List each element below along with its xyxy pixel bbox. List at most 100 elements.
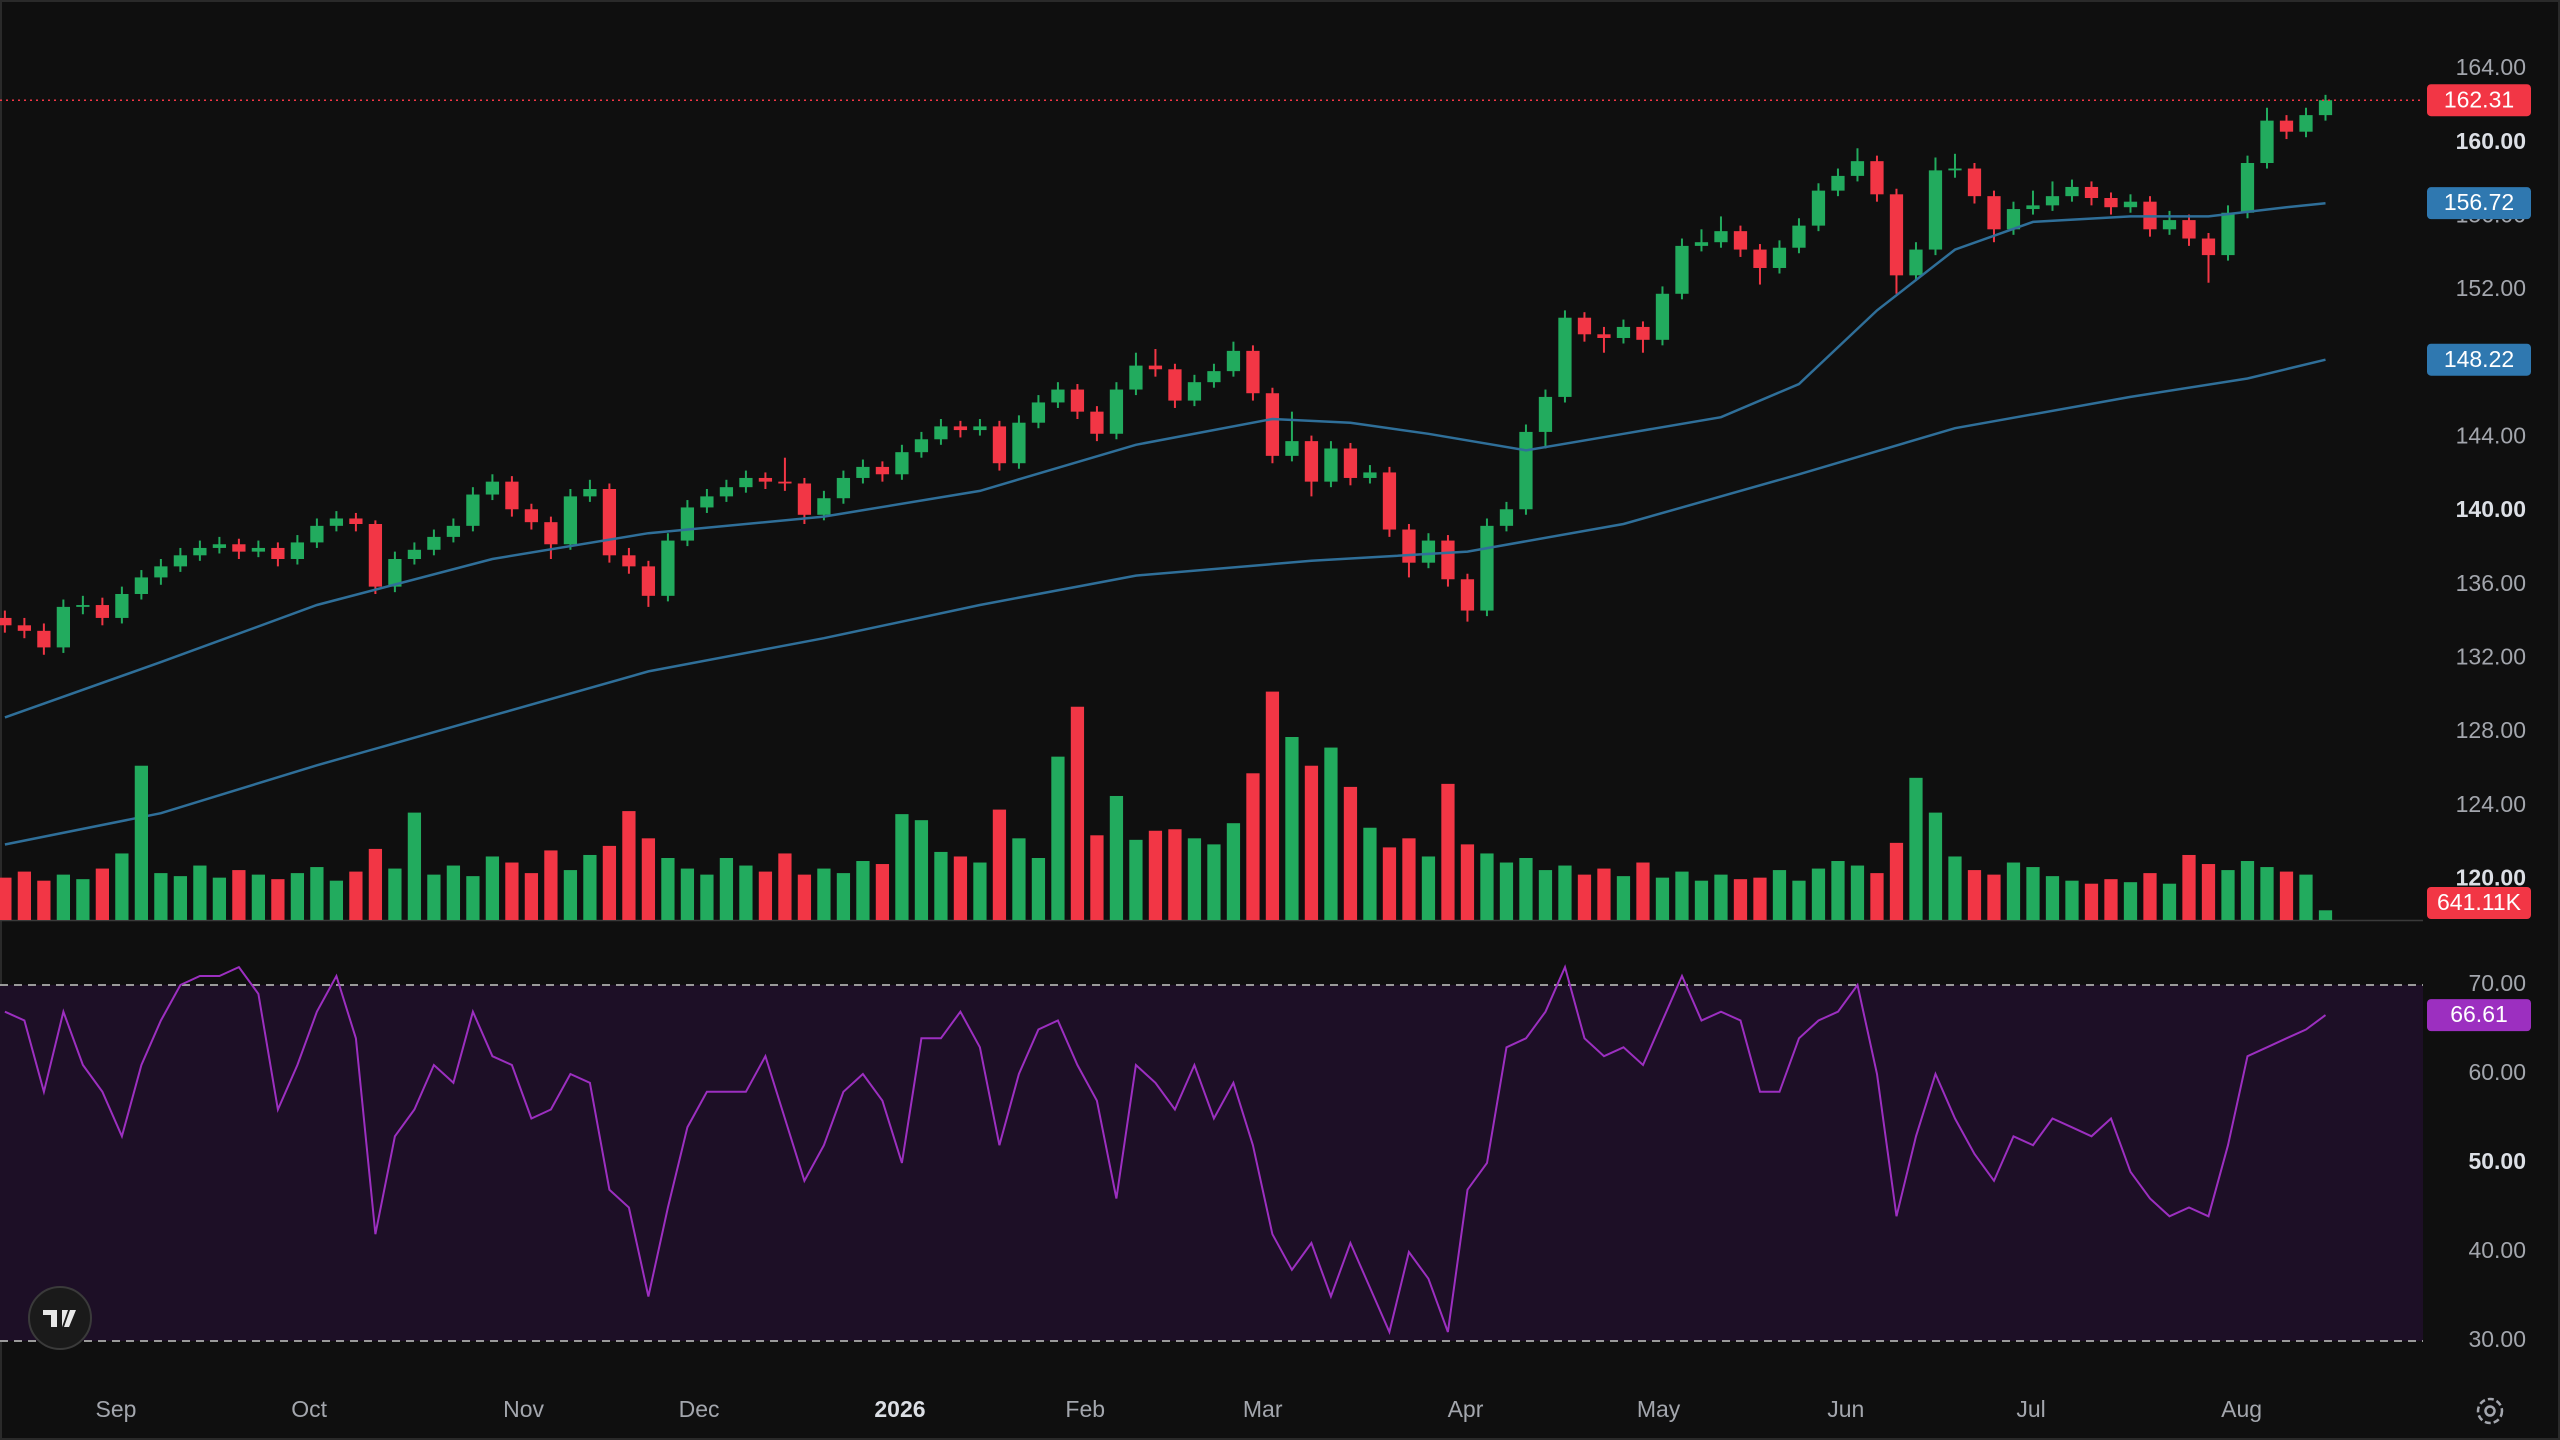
candle-body (154, 566, 168, 578)
volume-bar (1480, 853, 1494, 920)
volume-bar (2026, 867, 2040, 920)
y-tick-label: 136.00 (2456, 570, 2526, 596)
volume-bar (1694, 880, 1709, 920)
volume-bar (778, 853, 792, 920)
candle-body (271, 547, 285, 559)
volume-bar (1090, 835, 1104, 920)
volume-bar (1051, 756, 1065, 920)
volume-bar (992, 809, 1007, 920)
volume-bar (895, 814, 909, 920)
candle-body (0, 617, 12, 626)
settings-outer (2476, 1397, 2504, 1425)
y-tick-label: 128.00 (2456, 717, 2526, 743)
volume-bar (1519, 857, 1533, 920)
settings-inner (2484, 1405, 2496, 1417)
y-tick-label: 70.00 (2468, 970, 2526, 996)
candle-body (1207, 371, 1221, 383)
candle-body (407, 549, 422, 559)
volume-bar (875, 864, 890, 920)
volume-bar (934, 851, 948, 920)
volume-bar (524, 873, 539, 920)
volume-bar (1811, 868, 1826, 920)
volume-bar (368, 848, 383, 920)
volume-bar (95, 868, 110, 920)
candle-body (1265, 393, 1280, 456)
y-tick-label: 160.00 (2456, 128, 2526, 154)
candle-body (661, 540, 675, 596)
volume-bar (1558, 865, 1572, 920)
volume-badge (2427, 887, 2531, 919)
volume-bar (1850, 865, 1865, 920)
candle-body (875, 466, 890, 475)
candle-body (95, 605, 110, 618)
candle-body (505, 481, 519, 510)
candle-body (1675, 245, 1689, 294)
volume-bar (1363, 827, 1377, 920)
volume-bar (17, 871, 32, 920)
volume-bar (1714, 874, 1728, 920)
volume-bar (388, 868, 402, 920)
candle-body (1694, 242, 1709, 246)
x-tick-label: Feb (1065, 1396, 1105, 1422)
volume-bar (1148, 830, 1163, 920)
candle-body (115, 593, 129, 618)
volume-bar (1285, 736, 1299, 920)
candle-body (2260, 120, 2274, 164)
candle-body (446, 525, 461, 537)
candle-body (1070, 389, 1085, 412)
candle-body (1402, 529, 1416, 563)
candle-body (1363, 472, 1377, 478)
candle-body (973, 426, 987, 431)
volume-bar (817, 868, 831, 920)
volume-bar (37, 880, 51, 920)
settings-icon[interactable] (2476, 1397, 2504, 1425)
candle-body (1889, 194, 1904, 276)
volume-bar (739, 865, 753, 920)
volume-bar (1928, 812, 1943, 920)
volume-bar (1538, 870, 1553, 920)
volume-bar (1792, 880, 1806, 920)
candle-body (1168, 369, 1182, 401)
volume-bar (1772, 870, 1787, 920)
candle-body (2299, 115, 2313, 132)
candle-body (1382, 472, 1397, 530)
candle-body (1772, 247, 1787, 268)
candle-body (1187, 382, 1202, 401)
volume-bar (2299, 874, 2313, 920)
candle-body (1421, 540, 1436, 563)
volume-bar (563, 870, 578, 920)
rsi-badge-text: 66.61 (2450, 1001, 2508, 1027)
candle-body (1987, 196, 2001, 230)
volume-bar (1265, 691, 1280, 920)
volume-bar (212, 877, 227, 920)
candle-body (2123, 201, 2138, 208)
volume-bar (1987, 874, 2001, 920)
volume-bar (544, 850, 558, 920)
candle-body (778, 481, 792, 484)
volume-bar (2318, 910, 2333, 920)
candle-body (212, 544, 227, 548)
candle-body (1460, 579, 1475, 611)
candle-body (1655, 293, 1670, 340)
x-tick-label: Apr (1448, 1396, 1484, 1422)
candle-body (856, 466, 870, 478)
volume-bar (407, 812, 422, 920)
volume-bar (661, 857, 675, 920)
candle-body (2065, 186, 2079, 197)
x-tick-label: Jun (1827, 1396, 1864, 1422)
volume-bar (1343, 786, 1358, 920)
volume-bar (1460, 844, 1475, 920)
volume-bar (1499, 862, 1514, 920)
volume-bar (1304, 765, 1319, 920)
candle-body (1714, 231, 1728, 243)
candle-body (1909, 249, 1923, 276)
volume-bar (700, 874, 714, 920)
candle-body (1753, 249, 1767, 268)
volume-bar (193, 865, 207, 920)
x-tick-label: Jul (2016, 1396, 2045, 1422)
moving-average-badge-text: 156.72 (2444, 189, 2514, 215)
volume-bar (2279, 871, 2294, 920)
candle-body (427, 536, 441, 550)
volume-bar (1109, 795, 1124, 920)
volume-bar (719, 857, 734, 920)
